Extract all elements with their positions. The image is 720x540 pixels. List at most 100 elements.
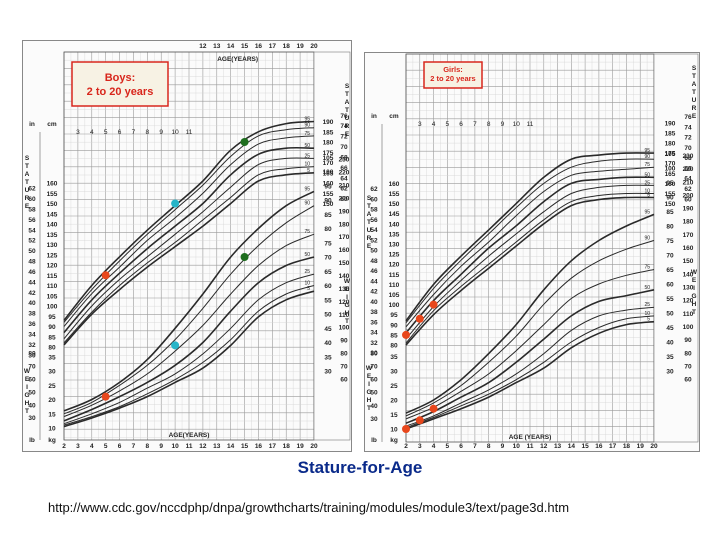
girls-age-tick-inline: 8 xyxy=(487,121,491,128)
boys-age-tick-inline: 8 xyxy=(146,129,150,136)
boys-right-stature-in-tick: 62 xyxy=(340,186,348,193)
girls-weight-percentile-line xyxy=(405,269,655,420)
girls-weight-percentile-label: 75 xyxy=(644,265,650,271)
boys-stature-cm-tick: 130 xyxy=(47,242,58,249)
boys-right-stature-in-tick: 70 xyxy=(340,144,348,151)
girls-right-scale-box xyxy=(653,53,699,443)
girls-weight-percentile-label: 90 xyxy=(644,236,650,242)
girls-weight-data-point xyxy=(402,425,410,433)
boys-weight-percentile-line xyxy=(63,273,315,425)
girls-chart-svg: in cm808590951001051101151201251301351401… xyxy=(364,52,700,452)
girls-weight-data-point xyxy=(429,404,438,413)
girls-right-weight-kg-tick: 95 xyxy=(666,180,674,187)
girls-stature-in-tick: 42 xyxy=(370,289,378,296)
boys-stature-in-tick: 30 xyxy=(28,352,36,359)
boys-age-tick-inline: 10 xyxy=(171,129,179,136)
girls-stature-cm-tick: 90 xyxy=(390,322,398,329)
girls-right-weight-kg-tick: 35 xyxy=(666,354,674,361)
boys-right-weight-lb-tick: 160 xyxy=(339,247,350,254)
girls-right-weight-lb-tick: 80 xyxy=(684,350,692,357)
boys-weight-kg-tick: 20 xyxy=(48,397,56,404)
boys-stature-in-tick: 58 xyxy=(28,206,36,213)
girls-age-tick-bottom: 8 xyxy=(487,443,491,450)
boys-stature-percentile-label: 95 xyxy=(304,117,310,123)
girls-right-weight-lb-tick: 220 xyxy=(683,166,694,173)
girls-curves xyxy=(405,152,655,430)
girls-stature-side-label: T xyxy=(367,203,371,210)
girls-right-weight-lb-tick: 170 xyxy=(683,232,694,239)
boys-weight-kg-tick: 10 xyxy=(48,426,56,433)
girls-weight-kg-tick: 35 xyxy=(390,354,398,361)
girls-right-weight-kg-tick: 60 xyxy=(666,282,674,289)
boys-right-weight-kg-tick: 65 xyxy=(324,269,332,276)
girls-right-stature-side-label: T xyxy=(692,89,696,96)
girls-age-tick-bottom: 17 xyxy=(609,443,617,450)
girls-stature-percentile-label: 50 xyxy=(644,172,650,178)
girls-age-tick-bottom: 2 xyxy=(404,443,408,450)
girls-stature-in-tick: 34 xyxy=(370,330,378,337)
boys-right-stature-in-tick: 68 xyxy=(340,154,348,161)
boys-stature-side-label: A xyxy=(25,171,30,178)
boys-right-weight-side-label: W xyxy=(344,278,351,285)
girls-right-stature-in-tick: 66 xyxy=(684,165,692,172)
boys-stature-cm-tick: 115 xyxy=(47,273,58,280)
boys-stature-cm-tick: 145 xyxy=(47,211,58,218)
boys-stature-in-tick: 60 xyxy=(28,196,36,203)
girls-age-tick-inline: 6 xyxy=(459,121,463,128)
girls-right-weight-side-label: H xyxy=(692,301,697,308)
girls-stature-percentile-label: 90 xyxy=(644,154,650,160)
boys-stature-in-tick: 50 xyxy=(28,248,36,255)
boys-right-stature-in-tick: 66 xyxy=(340,165,348,172)
girls-stature-in-tick: 46 xyxy=(370,268,378,275)
girls-weight-data-point xyxy=(415,416,424,425)
girls-stature-in-tick: 32 xyxy=(370,340,378,347)
boys-age-tick-top: 17 xyxy=(269,43,277,50)
girls-weight-side-label: T xyxy=(367,405,371,412)
girls-page-border xyxy=(364,52,700,452)
boys-right-weight-kg-tick: 105 xyxy=(323,155,334,162)
girls-right-weight-kg-tick: 50 xyxy=(666,311,674,318)
girls-right-stature-cm-tick: 155 xyxy=(665,191,676,198)
girls-right-weight-side-label: E xyxy=(692,277,697,284)
boys-right-weight-kg-tick: 95 xyxy=(324,183,332,190)
boys-right-scale-box xyxy=(313,51,351,441)
boys-weight-kg-tick: 15 xyxy=(48,411,56,418)
boys-weight-percentile-line xyxy=(63,285,315,426)
girls-stature-percentile-line xyxy=(405,192,655,344)
boys-right-weight-lb-tick: 110 xyxy=(339,312,350,319)
girls-stature-percentile-label: 10 xyxy=(644,189,650,195)
boys-right-weight-lb-tick: 190 xyxy=(339,208,350,215)
girls-stature-side-label: R xyxy=(367,235,372,242)
boys-stature-in-tick: 52 xyxy=(28,238,36,245)
boys-weight-percentile-line xyxy=(63,190,315,412)
girls-right-weight-lb-tick: 130 xyxy=(683,284,694,291)
boys-right-weight-kg-tick: 90 xyxy=(324,198,332,205)
boys-right-weight-lb-tick: 230 xyxy=(339,157,350,164)
girls-stature-in-tick: 50 xyxy=(370,248,378,255)
girls-right-weight-kg-tick: 85 xyxy=(666,209,674,216)
boys-weight-percentile-label: 10 xyxy=(304,281,310,287)
boys-age-tick-inline: 5 xyxy=(104,129,108,136)
figure-source-url: http://www.cdc.gov/nccdphp/dnpa/growthch… xyxy=(48,500,570,515)
girls-stature-in-tick: 52 xyxy=(370,237,378,244)
boys-stature-cm-tick: 105 xyxy=(47,293,58,300)
boys-weight-data-point xyxy=(240,253,249,261)
girls-weight-percentile-line xyxy=(405,315,655,429)
girls-stature-cm-tick: 110 xyxy=(389,282,400,289)
boys-stature-data-point xyxy=(101,271,110,280)
girls-age-tick-bottom: 14 xyxy=(568,443,576,450)
girls-age-tick-bottom: 20 xyxy=(650,443,658,450)
girls-weight-kg-tick: 15 xyxy=(390,412,398,419)
girls-grid xyxy=(405,53,655,442)
boys-stature-side-label: S xyxy=(25,155,30,162)
girls-stature-side-label: U xyxy=(367,227,372,234)
boys-age-tick-inline: 6 xyxy=(118,129,122,136)
girls-right-stature-cm-tick: 160 xyxy=(665,181,676,188)
boys-right-weight-kg-tick: 45 xyxy=(324,326,332,333)
boys-weight-lb-tick: 70 xyxy=(28,364,36,371)
girls-right-weight-lb-tick: 90 xyxy=(684,337,692,344)
girls-right-stature-in-tick: 68 xyxy=(684,155,692,162)
boys-curves xyxy=(63,120,315,428)
girls-age-tick-bottom: 4 xyxy=(432,443,436,450)
girls-weight-percentile-line xyxy=(405,240,655,417)
